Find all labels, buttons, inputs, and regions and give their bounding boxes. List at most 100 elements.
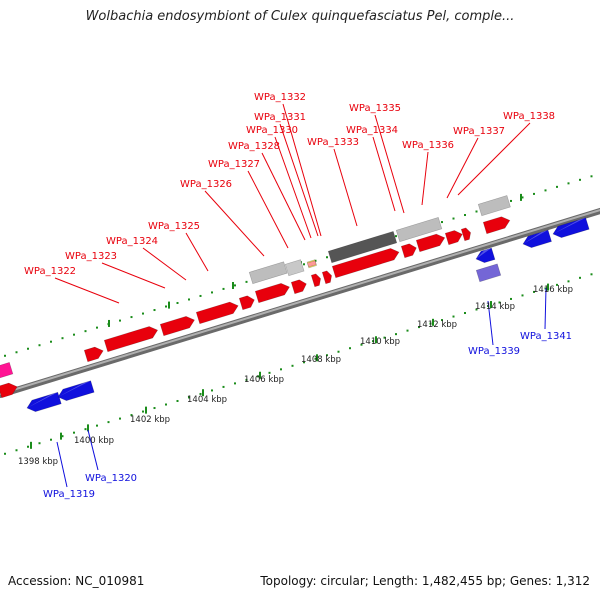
forward-gene [331, 248, 400, 279]
tick-dot [452, 217, 455, 220]
scale-label: 1398 kbp [18, 457, 58, 467]
tick-dot [84, 330, 87, 333]
leader-line [457, 122, 531, 196]
reverse-gene-shape [475, 263, 502, 283]
gene-label[interactable]: WPa_1336 [402, 140, 454, 151]
gene-label[interactable]: WPa_1339 [468, 346, 520, 357]
gene-label[interactable]: WPa_1320 [85, 473, 137, 484]
tick-dot [211, 291, 213, 294]
tick-dot [73, 431, 75, 434]
tick-dot [222, 385, 225, 388]
forward-gene-shape [195, 301, 239, 325]
leader-line [54, 277, 120, 304]
tick-dot [27, 445, 29, 448]
tick-dot [73, 333, 75, 336]
tick-dot [61, 435, 64, 438]
gene-label[interactable]: WPa_1325 [148, 221, 200, 232]
gene-label[interactable]: WPa_1326 [180, 179, 232, 190]
gene-label[interactable]: WPa_1338 [503, 111, 555, 122]
reverse-gene-shape [522, 229, 552, 249]
gene-label[interactable]: WPa_1327 [208, 159, 260, 170]
tick-dot [245, 280, 248, 283]
reverse-gene-shape [475, 247, 496, 264]
gene-label[interactable]: WPa_1333 [307, 137, 359, 148]
major-tick [108, 319, 110, 327]
tick-dot [50, 340, 52, 343]
tick-dot [61, 337, 64, 340]
gene-label[interactable]: WPa_1335 [349, 103, 401, 114]
reverse-gene [522, 229, 552, 249]
gene-label[interactable]: WPa_1337 [453, 126, 505, 137]
scale-label: 1416 kbp [533, 285, 573, 295]
major-tick [30, 441, 32, 449]
leader-line [544, 287, 547, 330]
accession-text: Accession: NC_010981 [8, 574, 145, 588]
tick-dot [441, 319, 443, 322]
gene-label[interactable]: WPa_1334 [346, 125, 398, 136]
backbone [0, 207, 600, 399]
tick-dot [153, 309, 156, 312]
forward-gene [238, 295, 255, 311]
reverse-gene-labels: WPa_1319 WPa_1320 WPa_1339 WPa_1341 [43, 331, 572, 500]
forward-gene-shape [310, 273, 321, 288]
topology-text: Topology: circular; Length: 1,482,455 bp… [260, 574, 590, 588]
gene-label[interactable]: WPa_1323 [65, 251, 117, 262]
gene-label[interactable]: WPa_1332 [254, 92, 306, 103]
tick-dot [533, 192, 535, 195]
forward-gene [482, 216, 511, 235]
tick-dot [567, 280, 570, 283]
major-tick [520, 193, 522, 201]
scale-label: 1408 kbp [301, 355, 341, 365]
tick-dot [395, 235, 397, 238]
tick-dot [303, 263, 305, 266]
tick-dot [84, 428, 87, 431]
leader-line [333, 148, 358, 227]
forward-gene-shape [482, 216, 511, 235]
gene-label[interactable]: WPa_1319 [43, 489, 95, 500]
leader-line [204, 190, 265, 257]
tick-dot [142, 312, 144, 315]
tick-dot [464, 214, 466, 217]
tick-dot [464, 312, 466, 315]
reverse-gene [552, 217, 590, 239]
gene-label[interactable]: WPa_1322 [24, 266, 76, 277]
tick-dot [130, 414, 133, 417]
map-title: Wolbachia endosymbiont of Culex quinquef… [85, 9, 515, 24]
other-feature-shape [395, 216, 443, 243]
tick-dot [119, 417, 121, 420]
gene-label[interactable]: WPa_1328 [228, 141, 280, 152]
tick-dot [314, 259, 317, 262]
tick-dot [429, 322, 432, 325]
tick-dot [38, 442, 41, 445]
tick-dot [15, 351, 18, 354]
tick-dot [452, 315, 455, 318]
leader-line [56, 441, 68, 488]
tick-dot [176, 301, 179, 304]
scale-label: 1414 kbp [475, 302, 515, 312]
tick-dot [153, 407, 156, 410]
tick-dot [96, 424, 98, 427]
major-tick [259, 371, 261, 379]
major-tick [232, 282, 234, 290]
leader-line [374, 114, 405, 214]
tick-dot [360, 343, 363, 346]
forward-gene-shape [444, 230, 463, 246]
tick-dot [326, 354, 328, 357]
tick-dot [337, 350, 340, 353]
gene-label[interactable]: WPa_1324 [106, 236, 158, 247]
other-feature [477, 195, 511, 217]
leader-line [101, 262, 166, 289]
gene-label[interactable]: WPa_1341 [520, 331, 572, 342]
forward-gene [321, 270, 332, 285]
tick-dot [291, 364, 294, 367]
forward-gene [195, 301, 239, 325]
tick-dot [303, 361, 305, 364]
tick-dot [4, 452, 6, 455]
scale-label: 1404 kbp [187, 395, 227, 405]
tick-dot [521, 196, 524, 199]
tick-dot [176, 399, 179, 402]
gene-label[interactable]: WPa_1330 [246, 125, 298, 136]
leader-line [372, 136, 396, 212]
tick-dot [222, 287, 225, 290]
gene-label[interactable]: WPa_1331 [254, 112, 306, 123]
